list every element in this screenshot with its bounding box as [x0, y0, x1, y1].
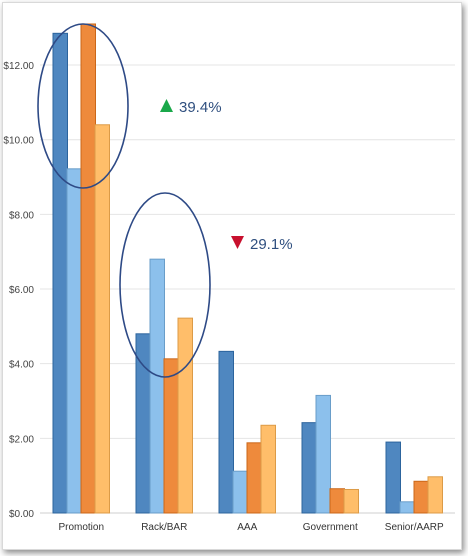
- bar: [427, 476, 443, 514]
- y-tick-label: $0.00: [9, 509, 34, 520]
- x-tick-label: Government: [303, 522, 358, 533]
- x-tick-label: AAA: [237, 522, 257, 533]
- bar: [232, 470, 248, 514]
- bar: [315, 394, 331, 514]
- y-tick-label: $10.00: [3, 136, 34, 147]
- annotation-label: 39.4%: [179, 99, 222, 116]
- bar: [94, 124, 110, 514]
- x-tick-label: Senior/AARP: [385, 522, 444, 533]
- bar: [385, 441, 401, 514]
- bar: [163, 358, 179, 514]
- highlight-ellipse: [37, 23, 129, 189]
- y-tick-label: $6.00: [9, 285, 34, 296]
- x-tick-label: Promotion: [58, 522, 104, 533]
- y-tick-label: $4.00: [9, 360, 34, 371]
- bar: [301, 422, 317, 514]
- bar: [52, 32, 68, 514]
- up-triangle-icon: [160, 99, 173, 112]
- bar: [177, 317, 193, 514]
- bar: [135, 333, 151, 514]
- bar: [80, 23, 96, 514]
- bar: [149, 258, 165, 514]
- x-tick-label: Rack/BAR: [141, 522, 187, 533]
- bar: [246, 442, 262, 514]
- bar: [218, 350, 234, 514]
- bar: [66, 168, 82, 514]
- y-tick-label: $2.00: [9, 434, 34, 445]
- y-tick-label: $8.00: [9, 210, 34, 221]
- bar: [343, 488, 359, 514]
- bar: [399, 501, 415, 514]
- highlight-ellipse: [119, 192, 211, 378]
- annotation-label: 29.1%: [250, 236, 293, 253]
- bar: [413, 480, 429, 514]
- down-triangle-icon: [231, 236, 244, 249]
- bar: [329, 488, 345, 514]
- y-tick-label: $12.00: [3, 61, 34, 72]
- bar: [260, 424, 276, 514]
